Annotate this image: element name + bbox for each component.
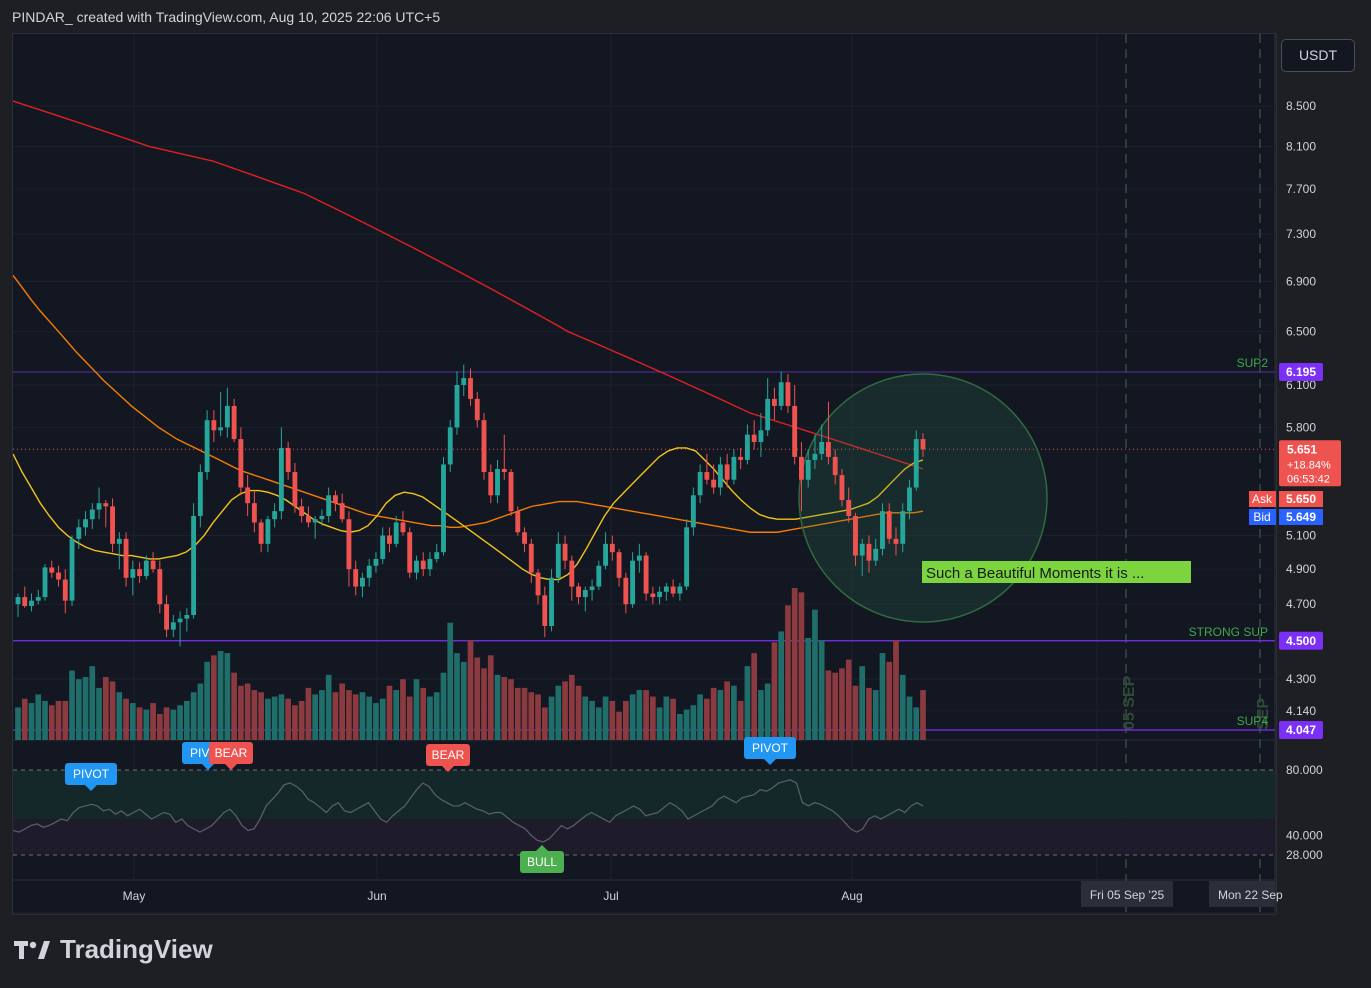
y-tick-label: 5.100 bbox=[1286, 529, 1316, 543]
currency-selector[interactable]: USDT bbox=[1281, 39, 1355, 72]
y-tick-label: 6.900 bbox=[1286, 274, 1316, 288]
chart-title: PINDAR_ created with TradingView.com, Au… bbox=[12, 9, 441, 25]
y-tick-label: 7.700 bbox=[1286, 182, 1316, 196]
level-tag bbox=[1279, 362, 1323, 381]
y-tick-label: 5.800 bbox=[1286, 420, 1316, 434]
ask-value: 5.650 bbox=[1286, 492, 1316, 506]
tradingview-logo: TradingView bbox=[14, 934, 213, 965]
y-tick-label: 8.100 bbox=[1286, 140, 1316, 154]
level-tag-value: 4.500 bbox=[1286, 634, 1316, 648]
osc-y-tick-label: 80.000 bbox=[1286, 763, 1323, 777]
level-tag bbox=[1279, 721, 1323, 739]
bid-value: 5.649 bbox=[1286, 510, 1316, 524]
y-tick-label: 8.500 bbox=[1286, 99, 1316, 113]
last-price-change: +18.84% bbox=[1287, 459, 1331, 471]
last-price-box bbox=[1279, 440, 1341, 487]
bid-value-box bbox=[1279, 509, 1323, 525]
tradingview-logo-icon bbox=[14, 940, 50, 959]
level-tag-value: 4.047 bbox=[1286, 723, 1316, 737]
brand-name: TradingView bbox=[60, 934, 213, 964]
y-tick-label: 6.500 bbox=[1286, 325, 1316, 339]
last-price-countdown: 06:53:42 bbox=[1287, 473, 1330, 485]
chart-frame bbox=[12, 33, 1277, 915]
y-tick-label: 6.100 bbox=[1286, 378, 1316, 392]
level-tag bbox=[1279, 631, 1323, 650]
y-tick-label: 4.900 bbox=[1286, 562, 1316, 576]
y-tick-label: 4.140 bbox=[1286, 704, 1316, 718]
y-tick-label: 4.700 bbox=[1286, 597, 1316, 611]
level-tag-value: 6.195 bbox=[1286, 365, 1316, 379]
osc-y-tick-label: 28.000 bbox=[1286, 848, 1323, 862]
osc-y-tick-label: 40.000 bbox=[1286, 828, 1323, 842]
y-tick-label: 4.300 bbox=[1286, 672, 1316, 686]
ask-value-box bbox=[1279, 491, 1323, 507]
y-tick-label: 7.300 bbox=[1286, 227, 1316, 241]
last-price-value: 5.651 bbox=[1287, 442, 1317, 456]
